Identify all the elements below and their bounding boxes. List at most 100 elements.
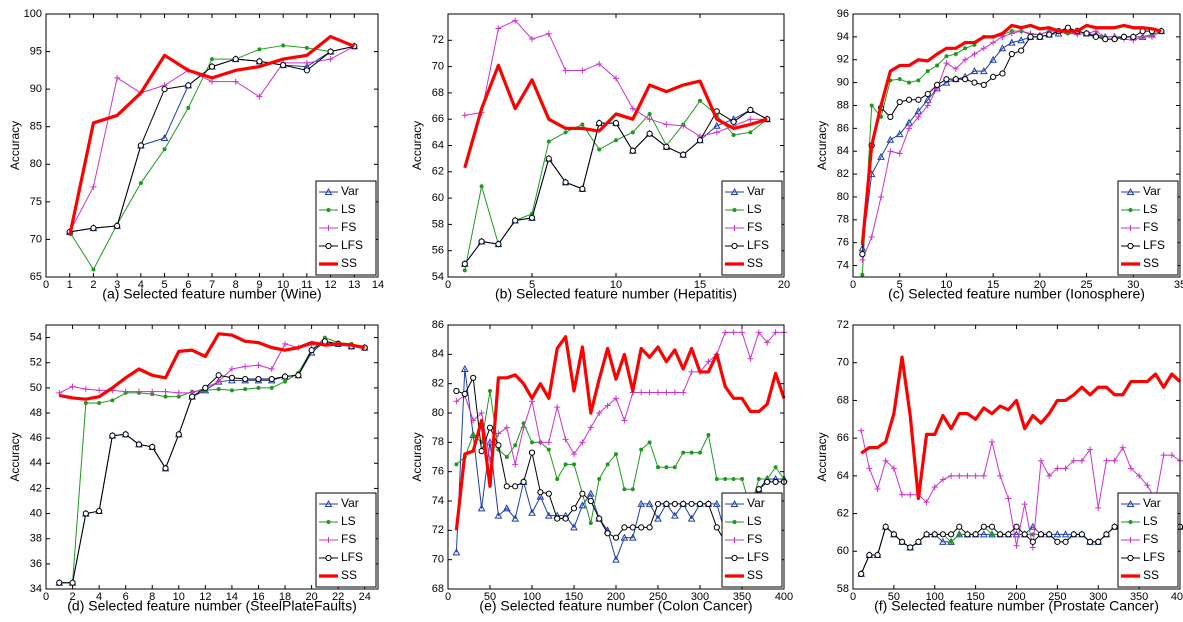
marker — [478, 238, 485, 245]
marker — [56, 579, 63, 586]
marker — [989, 532, 994, 537]
y-tick-label: 52 — [30, 357, 42, 369]
marker — [460, 364, 469, 372]
marker — [215, 378, 222, 385]
legend-label: LFS — [747, 550, 769, 564]
marker — [461, 112, 468, 119]
marker — [572, 462, 576, 467]
marker — [990, 73, 997, 80]
marker — [511, 514, 520, 522]
marker — [1078, 457, 1085, 464]
marker — [731, 554, 738, 562]
y-tick-label: 78 — [432, 436, 444, 448]
marker — [935, 63, 940, 68]
y-tick-label: 94 — [837, 31, 849, 43]
marker — [877, 152, 885, 160]
x-tick-label: 50 — [888, 591, 900, 603]
marker — [325, 225, 332, 231]
y-tick-label: 58 — [432, 218, 444, 230]
marker — [256, 93, 263, 100]
marker — [1070, 457, 1077, 464]
marker — [654, 500, 662, 508]
subplot: 0 5 10 15 20 25 30 35 74 76 78 80 82 84 86 88 90 92 94 96 (c… — [815, 8, 1183, 302]
marker — [979, 67, 988, 75]
marker — [176, 394, 181, 399]
y-tick-label: 60 — [837, 545, 849, 557]
marker — [698, 450, 702, 455]
marker — [210, 57, 214, 62]
x-axis-title: (c) Selected feature number (Ionosphere) — [888, 286, 1145, 302]
marker — [1086, 538, 1094, 545]
axes-frame — [852, 324, 1181, 590]
series-line — [454, 335, 786, 531]
marker — [1102, 36, 1109, 43]
marker — [629, 524, 636, 531]
marker — [215, 372, 222, 379]
marker — [162, 465, 169, 472]
y-tick-label: 60 — [432, 192, 444, 204]
legend-label: FS — [747, 532, 762, 546]
marker — [731, 132, 736, 137]
marker — [1029, 538, 1036, 545]
marker — [1064, 24, 1071, 31]
marker — [923, 499, 930, 506]
marker — [948, 472, 955, 479]
marker — [587, 424, 594, 431]
x-tick-label: 4 — [96, 591, 102, 603]
y-tick-label: 64 — [837, 470, 849, 482]
marker — [895, 130, 904, 138]
marker — [664, 465, 669, 470]
marker — [1103, 457, 1110, 464]
x-tick-label: 150 — [565, 591, 583, 603]
marker — [570, 523, 578, 531]
marker — [731, 225, 738, 231]
legend-label: SS — [747, 256, 763, 270]
y-tick-label: 72 — [432, 524, 444, 536]
x-tick-label: 5 — [529, 279, 535, 291]
marker — [1027, 33, 1034, 40]
marker — [646, 389, 653, 396]
y-tick-label: 84 — [432, 348, 444, 360]
marker — [622, 487, 627, 492]
marker — [160, 133, 169, 141]
y-tick-label: 54 — [30, 331, 42, 343]
y-axis-title: Accuracy — [8, 121, 22, 170]
y-tick-label: 80 — [432, 407, 444, 419]
x-tick-label: 5 — [162, 279, 168, 291]
marker — [671, 500, 678, 508]
marker — [953, 52, 958, 57]
marker — [528, 449, 536, 456]
marker — [208, 63, 216, 70]
marker — [1130, 33, 1137, 40]
marker — [563, 130, 568, 135]
x-tick-label: 14 — [372, 279, 384, 291]
x-tick-label: 15 — [987, 279, 999, 291]
x-tick-label: 10 — [610, 279, 622, 291]
x-tick-label: 250 — [649, 591, 667, 603]
marker — [989, 55, 997, 63]
marker — [654, 514, 662, 522]
marker — [1087, 446, 1094, 453]
marker — [882, 457, 889, 464]
marker — [905, 96, 913, 103]
marker — [896, 98, 903, 106]
marker — [859, 256, 866, 263]
marker — [1095, 538, 1102, 545]
marker — [963, 46, 968, 51]
marker — [462, 268, 467, 273]
marker — [949, 539, 954, 544]
marker — [924, 90, 931, 98]
x-tick-label: 13 — [348, 279, 360, 291]
marker — [495, 241, 502, 248]
y-tick-label: 90 — [30, 83, 42, 95]
marker — [866, 551, 873, 559]
marker — [942, 78, 951, 86]
marker — [613, 395, 619, 402]
marker — [672, 465, 677, 470]
marker — [939, 537, 947, 545]
marker — [630, 487, 635, 492]
y-tick-label: 96 — [837, 8, 849, 20]
marker — [638, 524, 645, 531]
marker — [256, 385, 261, 390]
marker — [671, 389, 678, 396]
